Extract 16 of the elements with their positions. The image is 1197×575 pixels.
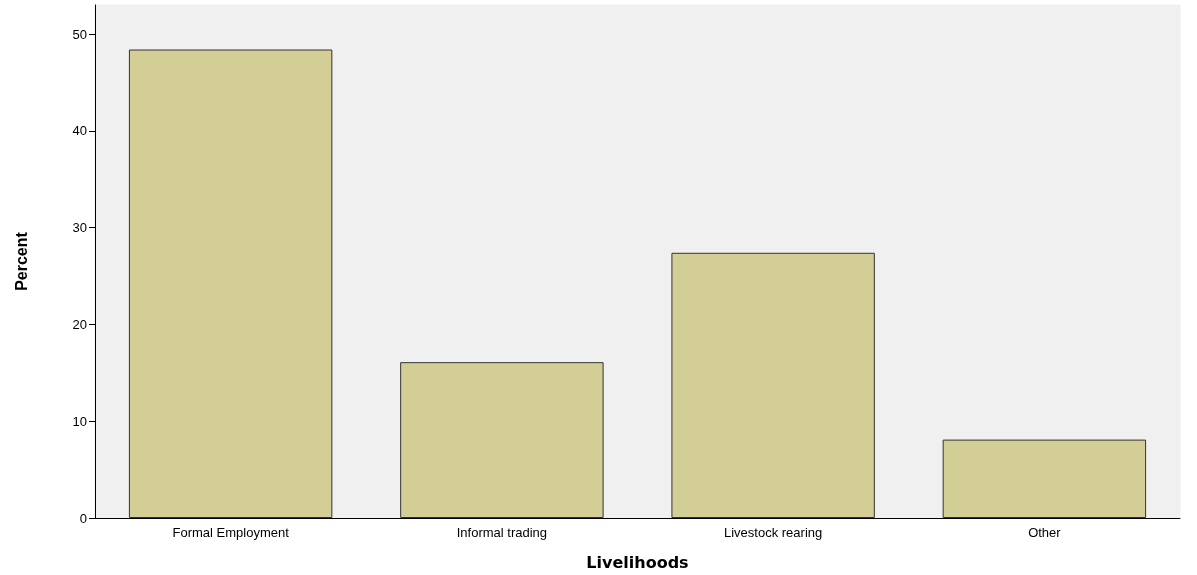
bar: [400, 362, 604, 518]
x-tick-label: Livestock rearing: [723, 525, 823, 540]
y-axis-title: Percent: [12, 231, 30, 291]
y-tick-label: 30: [72, 220, 87, 236]
x-tick-label: Other: [1028, 525, 1062, 540]
x-tick-label: Informal trading: [456, 525, 548, 540]
y-tick-label: 10: [72, 413, 87, 429]
y-tick-label: 50: [72, 26, 87, 42]
x-axis-title: Livelihoods: [586, 552, 689, 572]
y-tick-label: 0: [79, 510, 87, 526]
bar: [942, 439, 1147, 518]
x-tick-label: Formal Employment: [172, 525, 290, 540]
y-tick-label: 40: [72, 123, 87, 139]
y-tick-label: 20: [72, 316, 87, 332]
bar: [128, 49, 333, 518]
bar: [671, 252, 875, 518]
